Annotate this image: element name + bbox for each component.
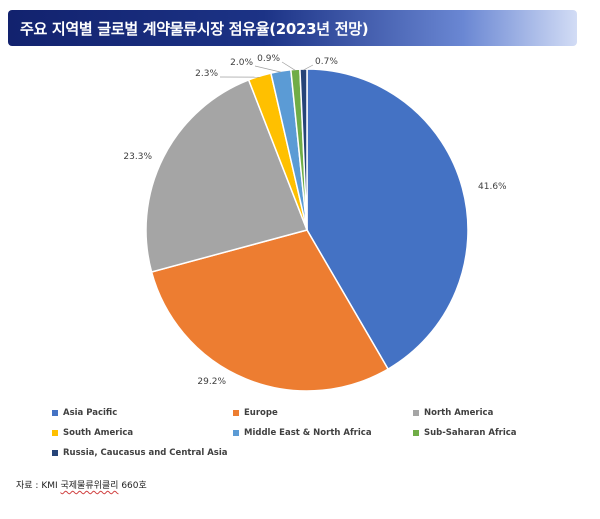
legend-label: North America	[424, 408, 494, 418]
legend-item-sub-saharan-africa: Sub-Saharan Africa	[413, 428, 517, 438]
data-label-asia-pacific: 41.6%	[478, 182, 507, 192]
pie-slice-asia-pacific	[306, 68, 469, 371]
legend-item-middle-east-north-africa: Middle East & North Africa	[233, 428, 372, 438]
legend-swatch	[52, 430, 58, 436]
legend-swatch	[413, 410, 419, 416]
legend-label: South America	[63, 428, 134, 438]
legend-item-asia-pacific: Asia Pacific	[52, 408, 117, 418]
source-publication: 국제물류위클리	[60, 481, 119, 491]
source-prefix: 자료 : KMI	[16, 481, 61, 491]
legend-swatch	[413, 430, 419, 436]
source-issue: 660호	[118, 481, 147, 491]
data-label-europe: 29.2%	[197, 377, 226, 387]
legend-item-south-america: South America	[52, 428, 133, 438]
data-label-russia-caucasus-and-central-asia: 0.7%	[315, 57, 338, 67]
pie-slice-russia-caucasus-and-central-asia	[299, 68, 308, 231]
data-labels: 41.6% 29.2% 23.3% 2.3% 2.0% 0.9% 0.7%	[123, 54, 507, 387]
data-label-south-america: 2.3%	[195, 69, 218, 79]
legend-swatch	[233, 410, 239, 416]
legend-swatch	[52, 410, 58, 416]
leader-line-russia-caucasus-and-central-asia	[303, 64, 314, 71]
legend-item-europe: Europe	[233, 408, 278, 418]
legend-swatch	[52, 450, 58, 456]
leader-line-sub-saharan-africa	[281, 61, 296, 71]
legend-item-russia-caucasus-and-central-asia: Russia, Caucasus and Central Asia	[52, 448, 228, 458]
leader-lines	[219, 61, 314, 78]
legend-item-north-america: North America	[413, 408, 493, 418]
legend-swatch	[233, 430, 239, 436]
data-label-north-america: 23.3%	[123, 152, 152, 162]
legend-label: Asia Pacific	[63, 408, 118, 418]
title-bar: 주요 지역별 글로벌 계약물류시장 점유율(2023년 전망)	[8, 10, 577, 46]
data-label-sub-saharan-africa: 0.9%	[257, 54, 280, 64]
legend-label: Russia, Caucasus and Central Asia	[63, 448, 228, 458]
data-label-middle-east-north-africa: 2.0%	[230, 58, 253, 68]
pie-slices	[145, 68, 469, 392]
source-note: 자료 : KMI 국제물류위클리 660호	[16, 478, 147, 491]
pie-slice-europe	[150, 229, 390, 392]
leader-line-middle-east-north-africa	[254, 65, 281, 73]
legend-label: Sub-Saharan Africa	[424, 428, 517, 438]
legend-label: Europe	[244, 408, 278, 418]
chart-title: 주요 지역별 글로벌 계약물류시장 점유율(2023년 전망)	[20, 19, 369, 38]
legend-label: Middle East & North Africa	[244, 428, 372, 438]
